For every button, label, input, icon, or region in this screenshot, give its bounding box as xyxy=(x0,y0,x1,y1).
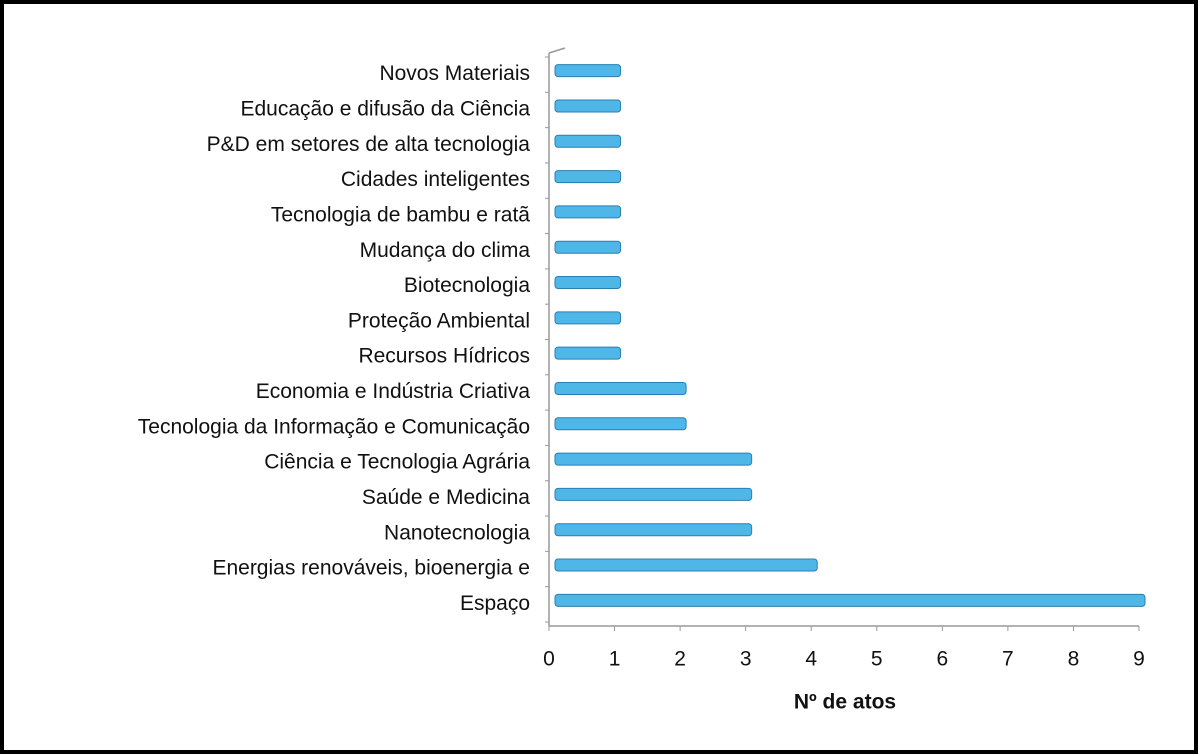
x-tick-label: 1 xyxy=(609,648,621,671)
x-tick-label: 3 xyxy=(740,648,752,671)
bar xyxy=(554,346,622,360)
bar xyxy=(554,240,622,254)
bar xyxy=(554,381,687,395)
y-tick-label: Tecnologia de bambu e ratã xyxy=(271,203,530,226)
bar xyxy=(554,99,622,113)
y-tick-label: Cidades inteligentes xyxy=(341,168,530,191)
x-tick-label: 6 xyxy=(936,648,948,671)
bar xyxy=(554,170,622,184)
y-tick-label: Educação e difusão da Ciência xyxy=(240,98,530,121)
y-tick-label: Mudança do clima xyxy=(360,239,531,262)
x-tick-label: 7 xyxy=(1002,648,1014,671)
y-tick-label: Economia e Indústria Criativa xyxy=(256,380,531,403)
x-tick-label: 9 xyxy=(1133,648,1145,671)
x-axis-title: Nº de atos xyxy=(794,691,896,714)
x-tick-label: 2 xyxy=(674,648,686,671)
x-tick-label: 8 xyxy=(1068,648,1080,671)
y-tick-label: Recursos Hídricos xyxy=(358,345,530,368)
y-tick-label: Tecnologia da Informação e Comunicação xyxy=(138,415,530,438)
axis-line xyxy=(548,47,566,54)
bar xyxy=(554,523,753,537)
bar xyxy=(554,134,622,148)
x-tick-label: 4 xyxy=(805,648,817,671)
y-tick-label: Ciência e Tecnologia Agrária xyxy=(264,451,530,474)
y-tick-label: Espaço xyxy=(460,592,530,615)
bar xyxy=(554,205,622,219)
bar xyxy=(554,487,753,501)
bar xyxy=(554,558,818,572)
y-tick-label: Nanotecnologia xyxy=(384,521,530,544)
bar xyxy=(554,452,753,466)
bar xyxy=(554,64,622,78)
bar xyxy=(554,276,622,290)
bar xyxy=(554,593,1146,607)
y-tick-label: Energias renováveis, bioenergia e xyxy=(212,557,530,580)
y-tick-label: Proteção Ambiental xyxy=(348,309,530,332)
bar xyxy=(554,417,687,431)
bar xyxy=(554,311,622,325)
y-tick-label: Novos Materiais xyxy=(379,62,530,85)
x-tick-label: 0 xyxy=(543,648,555,671)
y-tick-label: Biotecnologia xyxy=(404,274,530,297)
x-tick-label: 5 xyxy=(871,648,883,671)
y-tick-label: Saúde e Medicina xyxy=(362,486,530,509)
y-tick-label: P&D em setores de alta tecnologia xyxy=(207,133,531,156)
